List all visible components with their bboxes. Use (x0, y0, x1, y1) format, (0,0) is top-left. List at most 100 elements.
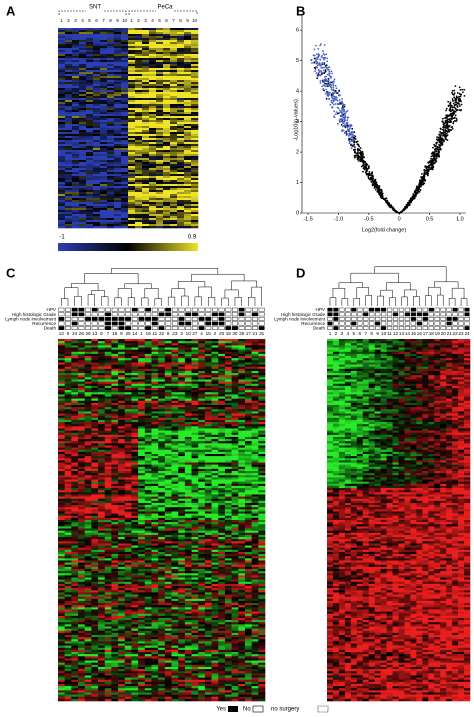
heatmap-cell (151, 358, 159, 361)
heatmap-cell (144, 419, 152, 423)
heatmap-cell (93, 112, 101, 115)
heatmap-cell (71, 341, 79, 344)
heatmap-cell (170, 134, 178, 137)
heatmap-cell (224, 424, 232, 427)
heatmap-cell (218, 353, 226, 357)
heatmap-cell (72, 198, 80, 201)
heatmap-cell (156, 178, 164, 181)
volcano-point (337, 112, 339, 115)
heatmap-cell (135, 142, 143, 145)
heatmap-cell (107, 44, 115, 47)
heatmap-cell (144, 422, 152, 425)
heatmap-cell (156, 180, 164, 183)
heatmap-cell (142, 114, 150, 117)
heatmap-cell (91, 368, 99, 372)
heatmap-cell (128, 148, 136, 151)
heatmap-cell (104, 426, 112, 429)
annotation-cell (211, 312, 218, 317)
heatmap-cell (114, 120, 122, 123)
heatmap-cell (184, 362, 192, 365)
heatmap-cell (114, 28, 122, 31)
heatmap-cell (177, 56, 185, 59)
heatmap-cell (177, 130, 185, 133)
heatmap-cell (79, 212, 87, 215)
heatmap-cell (224, 409, 232, 412)
heatmap-cell (107, 110, 115, 113)
heatmap-cell (184, 140, 192, 143)
heatmap-cell (191, 148, 199, 151)
heatmap-cell (114, 210, 122, 213)
heatmap-cell (93, 124, 101, 127)
heatmap-cell (135, 82, 143, 85)
heatmap-cell (191, 108, 199, 111)
heatmap-cell (114, 164, 122, 167)
heatmap-cell (191, 52, 199, 55)
heatmap-cell (100, 218, 108, 221)
heatmap-cell (128, 180, 136, 183)
column-label: 18 (226, 331, 232, 336)
heatmap-cell (65, 44, 73, 47)
heatmap-cell (142, 148, 150, 151)
heatmap-cell (100, 126, 108, 129)
heatmap-cell (163, 210, 171, 213)
heatmap-cell (191, 212, 199, 215)
heatmap-cell (65, 100, 73, 103)
heatmap-cell (93, 200, 101, 203)
volcano-point (367, 165, 370, 168)
heatmap-cell (86, 78, 94, 81)
heatmap-cell (156, 76, 164, 79)
heatmap-cell (128, 84, 136, 87)
heatmap-cell (84, 405, 92, 408)
heatmap-cell (164, 398, 172, 402)
heatmap-cell (156, 126, 164, 129)
heatmap-cell (91, 426, 99, 429)
volcano-point (321, 61, 324, 64)
annotation-cell (98, 321, 105, 326)
heatmap-cell (149, 200, 157, 203)
heatmap-cell (72, 216, 80, 219)
heatmap-cell (218, 402, 226, 406)
heatmap-cell (104, 428, 112, 431)
heatmap-cell (156, 130, 164, 133)
volcano-point (325, 80, 328, 82)
annotation-cell (205, 312, 212, 317)
heatmap-cell (164, 362, 172, 365)
heatmap-cell (149, 178, 157, 181)
heatmap-cell (78, 390, 86, 393)
heatmap-cell (184, 385, 192, 389)
heatmap-cell (93, 170, 101, 173)
heatmap-cell (118, 407, 126, 410)
heatmap-cell (231, 411, 239, 414)
heatmap-cell (258, 390, 266, 393)
volcano-point (350, 144, 352, 146)
heatmap-cell (135, 106, 143, 109)
heatmap-cell (178, 396, 186, 399)
heatmap-cell (107, 80, 115, 83)
heatmap-cell (218, 385, 226, 389)
heatmap-cell (114, 150, 122, 153)
heatmap-cell (178, 370, 186, 374)
heatmap-cell (149, 34, 157, 37)
annotation-cell (178, 312, 185, 317)
heatmap-cell (156, 164, 164, 167)
volcano-point (460, 109, 463, 111)
heatmap-cell (121, 38, 129, 41)
heatmap-cell (178, 411, 186, 414)
heatmap-cell (58, 200, 66, 203)
x-tick-label: 1.0 (456, 216, 464, 222)
heatmap-cell (184, 174, 192, 177)
heatmap-cell (142, 182, 150, 185)
heatmap-cell (128, 208, 136, 211)
heatmap-cell (191, 411, 199, 414)
heatmap-cell (65, 40, 73, 43)
volcano-point (348, 140, 351, 143)
heatmap-cell (114, 172, 122, 175)
heatmap-cell (72, 158, 80, 161)
heatmap-cell (58, 180, 66, 183)
heatmap-cell (107, 56, 115, 59)
volcano-point (424, 165, 427, 168)
heatmap-cell (65, 224, 73, 227)
heatmap-cell (114, 96, 122, 99)
heatmap-cell (86, 170, 94, 173)
heatmap-cell (71, 400, 79, 404)
